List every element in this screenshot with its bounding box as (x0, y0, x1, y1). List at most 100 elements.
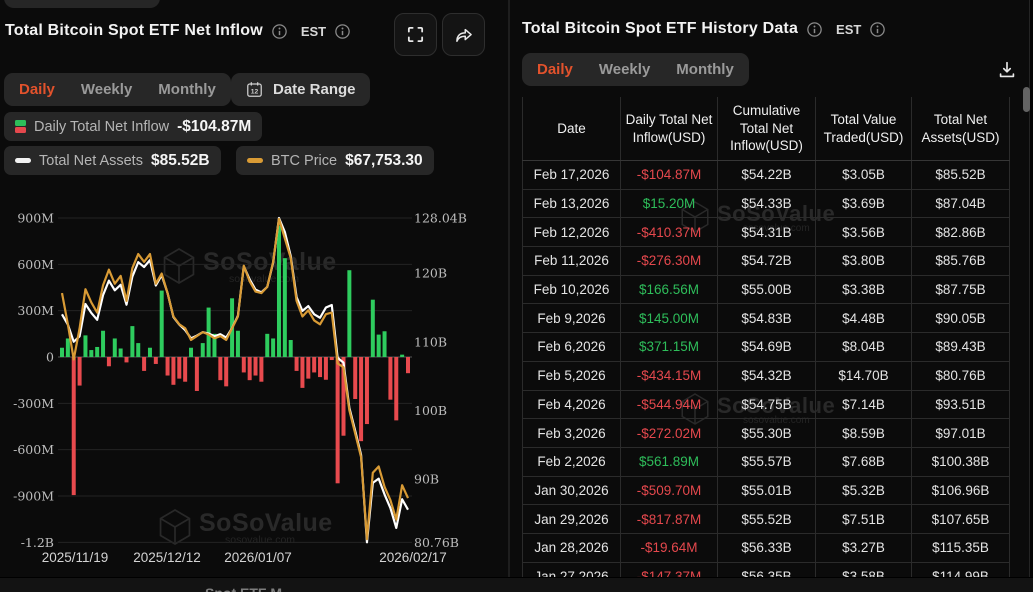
legend-label: BTC Price (271, 152, 338, 169)
cell-total-value-traded: $3.38B (815, 275, 912, 305)
candle-icon (15, 120, 26, 133)
cell-daily-net-inflow: -$410.37M (620, 217, 718, 248)
tab-weekly[interactable]: Weekly (80, 81, 133, 98)
table-row: Feb 10,2026 $166.56M $55.00B $3.38B $87.75B (522, 275, 1010, 305)
info-icon[interactable] (272, 23, 287, 39)
tab-daily[interactable]: Daily (537, 61, 573, 78)
info-icon[interactable] (870, 21, 886, 37)
info-icon[interactable] (335, 23, 350, 39)
svg-text:2026/02/17: 2026/02/17 (379, 550, 447, 565)
svg-text:2026/01/07: 2026/01/07 (224, 550, 292, 565)
table-row: Feb 11,2026 -$276.30M $54.72B $3.80B $85.76B (522, 246, 1010, 276)
svg-text:120B: 120B (414, 266, 447, 281)
cell-cumulative-net-inflow: $55.57B (717, 447, 816, 477)
cell-cumulative-net-inflow: $55.00B (717, 275, 816, 305)
legend-btc-price[interactable]: BTC Price $67,753.30 (236, 146, 434, 175)
cell-total-net-assets: $80.76B (911, 361, 1010, 391)
cell-date: Feb 13,2026 (522, 189, 621, 219)
cell-total-net-assets: $82.86B (911, 217, 1010, 248)
share-button[interactable] (442, 13, 485, 56)
cell-date: Feb 4,2026 (522, 390, 621, 420)
cell-cumulative-net-inflow: $56.33B (717, 533, 816, 563)
svg-text:-1.2B: -1.2B (21, 535, 54, 550)
white-dash-icon (15, 158, 31, 163)
cell-total-value-traded: $3.80B (815, 246, 912, 276)
table-scrollbar-thumb[interactable] (1023, 87, 1030, 112)
cell-date: Feb 6,2026 (522, 332, 621, 362)
cell-date: Jan 28,2026 (522, 533, 621, 563)
tab-weekly[interactable]: Weekly (598, 61, 651, 78)
svg-text:128.04B: 128.04B (414, 211, 467, 226)
table-row: Jan 30,2026 -$509.70M $55.01B $5.32B $106.96… (522, 476, 1010, 506)
top-tab-partial[interactable] (4, 0, 160, 8)
cell-date: Feb 2,2026 (522, 447, 621, 477)
est-label: EST (836, 21, 862, 37)
legend-value: -$104.87M (177, 117, 252, 135)
table-row: Feb 9,2026 $145.00M $54.83B $4.48B $90.05B (522, 303, 1010, 334)
history-data-panel: Total Bitcoin Spot ETF History Data EST … (510, 0, 1030, 592)
info-icon[interactable] (807, 21, 822, 37)
netflow-chart[interactable]: 900M 600M 300M 0 -300M -600M -900M -1.2B 128.04B… (0, 185, 470, 580)
netflow-panel: Total Bitcoin Spot ETF Net Inflow EST (0, 0, 508, 592)
col-date: Date (522, 97, 621, 161)
tab-daily[interactable]: Daily (19, 81, 55, 98)
svg-text:100B: 100B (414, 403, 447, 418)
cell-total-net-assets: $90.05B (911, 303, 1010, 334)
table-row: Feb 17,2026 -$104.87M $54.22B $3.05B $85.52B (522, 160, 1010, 190)
svg-text:12: 12 (251, 88, 259, 95)
cell-daily-net-inflow: -$544.94M (620, 390, 718, 420)
history-title: Total Bitcoin Spot ETF History Data (522, 20, 799, 37)
date-range-button[interactable]: 12 Date Range (231, 73, 370, 106)
svg-text:600M: 600M (17, 257, 54, 272)
download-icon (996, 59, 1018, 81)
cell-cumulative-net-inflow: $54.72B (717, 246, 816, 276)
cell-daily-net-inflow: -$817.87M (620, 504, 718, 534)
clipped-text: Spot ETF M (205, 585, 282, 592)
svg-text:900M: 900M (17, 211, 54, 226)
cell-total-value-traded: $5.32B (815, 476, 912, 506)
cell-cumulative-net-inflow: $55.52B (717, 504, 816, 534)
tab-monthly[interactable]: Monthly (676, 61, 734, 78)
cell-date: Feb 3,2026 (522, 418, 621, 448)
cell-cumulative-net-inflow: $54.69B (717, 332, 816, 362)
cell-daily-net-inflow: $145.00M (620, 303, 718, 334)
col-daily-net-inflow: Daily Total Net Inflow(USD) (620, 97, 718, 161)
netflow-period-tabs: Daily Weekly Monthly (4, 73, 231, 106)
cell-total-value-traded: $3.05B (815, 160, 912, 190)
share-icon (454, 25, 474, 45)
cell-total-value-traded: $3.27B (815, 533, 912, 563)
table-row: Feb 2,2026 $561.89M $55.57B $7.68B $100.38B (522, 447, 1010, 477)
cell-daily-net-inflow: $371.15M (620, 332, 718, 362)
cell-total-value-traded: $8.59B (815, 418, 912, 448)
table-row: Feb 5,2026 -$434.15M $54.32B $14.70B $80.76B (522, 361, 1010, 391)
cell-total-net-assets: $85.76B (911, 246, 1010, 276)
history-table: Date Daily Total Net Inflow(USD) Cumulat… (522, 97, 1010, 592)
cell-daily-net-inflow: -$272.02M (620, 418, 718, 448)
cell-date: Feb 10,2026 (522, 275, 621, 305)
cell-date: Feb 17,2026 (522, 160, 621, 190)
table-row: Jan 28,2026 -$19.64M $56.33B $3.27B $115.35B (522, 533, 1010, 563)
cell-cumulative-net-inflow: $54.33B (717, 189, 816, 219)
fullscreen-icon (406, 25, 425, 44)
legend-total-net-assets[interactable]: Total Net Assets $85.52B (4, 146, 221, 175)
cell-total-net-assets: $115.35B (911, 533, 1010, 563)
cell-total-net-assets: $100.38B (911, 447, 1010, 477)
download-button[interactable] (990, 54, 1024, 86)
cell-total-net-assets: $87.04B (911, 189, 1010, 219)
fullscreen-button[interactable] (394, 13, 437, 56)
tab-monthly[interactable]: Monthly (158, 81, 216, 98)
svg-text:-900M: -900M (13, 488, 54, 503)
cell-total-value-traded: $14.70B (815, 361, 912, 391)
legend-daily-net-inflow[interactable]: Daily Total Net Inflow -$104.87M (4, 112, 263, 141)
svg-text:300M: 300M (17, 303, 54, 318)
col-total-value-traded: Total Value Traded(USD) (815, 97, 912, 161)
legend-label: Total Net Assets (39, 152, 143, 169)
table-header-row: Date Daily Total Net Inflow(USD) Cumulat… (522, 97, 1010, 161)
table-row: Feb 4,2026 -$544.94M $54.75B $7.14B $93.51B (522, 390, 1010, 420)
cell-total-net-assets: $106.96B (911, 476, 1010, 506)
est-label: EST (300, 23, 327, 39)
window-scroll-track[interactable] (1029, 0, 1030, 592)
svg-text:80.76B: 80.76B (414, 535, 459, 550)
date-range-label: Date Range (273, 81, 356, 98)
